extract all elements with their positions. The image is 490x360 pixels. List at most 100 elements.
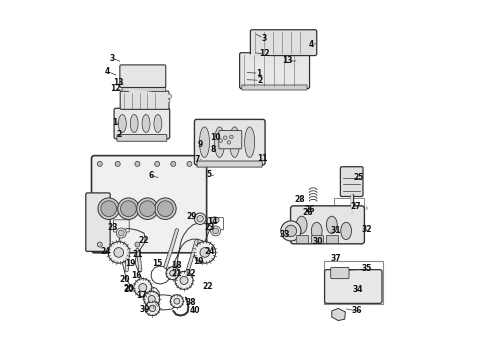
Text: 29: 29 <box>187 212 197 221</box>
Ellipse shape <box>326 216 337 233</box>
Text: 21: 21 <box>171 269 181 278</box>
Text: 22: 22 <box>202 282 213 291</box>
FancyBboxPatch shape <box>296 235 309 243</box>
Text: 13: 13 <box>282 57 293 66</box>
Ellipse shape <box>154 114 162 132</box>
Circle shape <box>155 161 160 166</box>
Ellipse shape <box>210 217 219 224</box>
FancyBboxPatch shape <box>195 120 265 165</box>
Text: 19: 19 <box>125 259 136 268</box>
Ellipse shape <box>245 127 255 157</box>
Text: 12: 12 <box>111 84 121 93</box>
Text: 4: 4 <box>104 67 110 76</box>
Text: 1: 1 <box>112 118 117 127</box>
Text: 5: 5 <box>207 171 212 180</box>
Text: 25: 25 <box>354 173 364 182</box>
FancyBboxPatch shape <box>242 85 307 90</box>
Text: 26: 26 <box>304 205 315 214</box>
Text: 28: 28 <box>294 195 305 204</box>
Text: 23: 23 <box>107 223 118 232</box>
FancyBboxPatch shape <box>240 53 310 89</box>
FancyBboxPatch shape <box>324 270 382 303</box>
Text: 27: 27 <box>350 202 361 211</box>
Circle shape <box>175 271 193 289</box>
Circle shape <box>97 161 102 166</box>
Circle shape <box>166 267 179 280</box>
Circle shape <box>230 135 233 139</box>
FancyBboxPatch shape <box>92 156 207 253</box>
Text: 22: 22 <box>139 237 149 246</box>
Ellipse shape <box>130 114 138 132</box>
Text: 4: 4 <box>309 40 314 49</box>
Circle shape <box>137 198 158 220</box>
Text: 20: 20 <box>120 275 130 284</box>
Text: 16: 16 <box>131 270 142 279</box>
Text: 18: 18 <box>171 261 181 270</box>
Text: 24: 24 <box>100 247 111 256</box>
Text: 3: 3 <box>110 54 115 63</box>
FancyBboxPatch shape <box>250 30 317 55</box>
Text: 6: 6 <box>148 171 154 180</box>
Text: 1: 1 <box>256 69 261 78</box>
Text: 37: 37 <box>330 254 341 263</box>
Circle shape <box>227 140 231 144</box>
Ellipse shape <box>311 222 322 239</box>
Circle shape <box>195 213 206 225</box>
Text: 20: 20 <box>123 285 134 294</box>
Circle shape <box>140 201 155 217</box>
Circle shape <box>223 136 227 139</box>
Circle shape <box>121 201 136 217</box>
Circle shape <box>157 201 173 217</box>
Circle shape <box>180 276 188 284</box>
Text: 31: 31 <box>330 226 341 235</box>
Circle shape <box>119 230 124 236</box>
Bar <box>334 198 365 218</box>
Text: 35: 35 <box>362 265 372 274</box>
Text: 38: 38 <box>186 298 196 307</box>
Ellipse shape <box>230 127 240 157</box>
Circle shape <box>135 242 140 247</box>
Circle shape <box>146 301 160 316</box>
Text: 19: 19 <box>193 257 204 266</box>
Circle shape <box>219 139 222 142</box>
Circle shape <box>149 305 156 312</box>
Text: 17: 17 <box>136 291 147 300</box>
Ellipse shape <box>199 127 210 157</box>
Text: 15: 15 <box>152 259 162 268</box>
Text: 3: 3 <box>261 34 266 43</box>
FancyBboxPatch shape <box>122 86 166 91</box>
Text: 2: 2 <box>257 76 263 85</box>
Circle shape <box>115 161 120 166</box>
Circle shape <box>211 226 220 236</box>
Circle shape <box>213 228 219 234</box>
Text: 10: 10 <box>210 133 221 142</box>
FancyBboxPatch shape <box>219 131 242 149</box>
Text: 32: 32 <box>362 225 372 234</box>
FancyBboxPatch shape <box>331 267 349 279</box>
Circle shape <box>98 198 120 220</box>
Circle shape <box>148 296 155 303</box>
FancyBboxPatch shape <box>326 235 339 243</box>
Ellipse shape <box>341 222 351 239</box>
Ellipse shape <box>296 216 307 233</box>
Circle shape <box>144 291 160 307</box>
Ellipse shape <box>142 114 150 132</box>
Circle shape <box>187 161 192 166</box>
Circle shape <box>197 216 203 222</box>
Circle shape <box>134 279 152 297</box>
Text: 34: 34 <box>353 285 363 294</box>
Text: 11: 11 <box>257 154 268 163</box>
Text: 20: 20 <box>123 284 134 293</box>
Text: 2: 2 <box>116 130 122 139</box>
Circle shape <box>171 161 176 166</box>
Circle shape <box>281 221 301 241</box>
Text: 21: 21 <box>132 250 143 259</box>
FancyBboxPatch shape <box>120 91 169 109</box>
Ellipse shape <box>215 127 224 157</box>
Text: 13: 13 <box>114 78 124 87</box>
Text: 23: 23 <box>205 223 215 232</box>
FancyBboxPatch shape <box>120 65 166 87</box>
Text: 26: 26 <box>302 208 313 217</box>
Bar <box>324 261 383 304</box>
Circle shape <box>170 270 175 276</box>
